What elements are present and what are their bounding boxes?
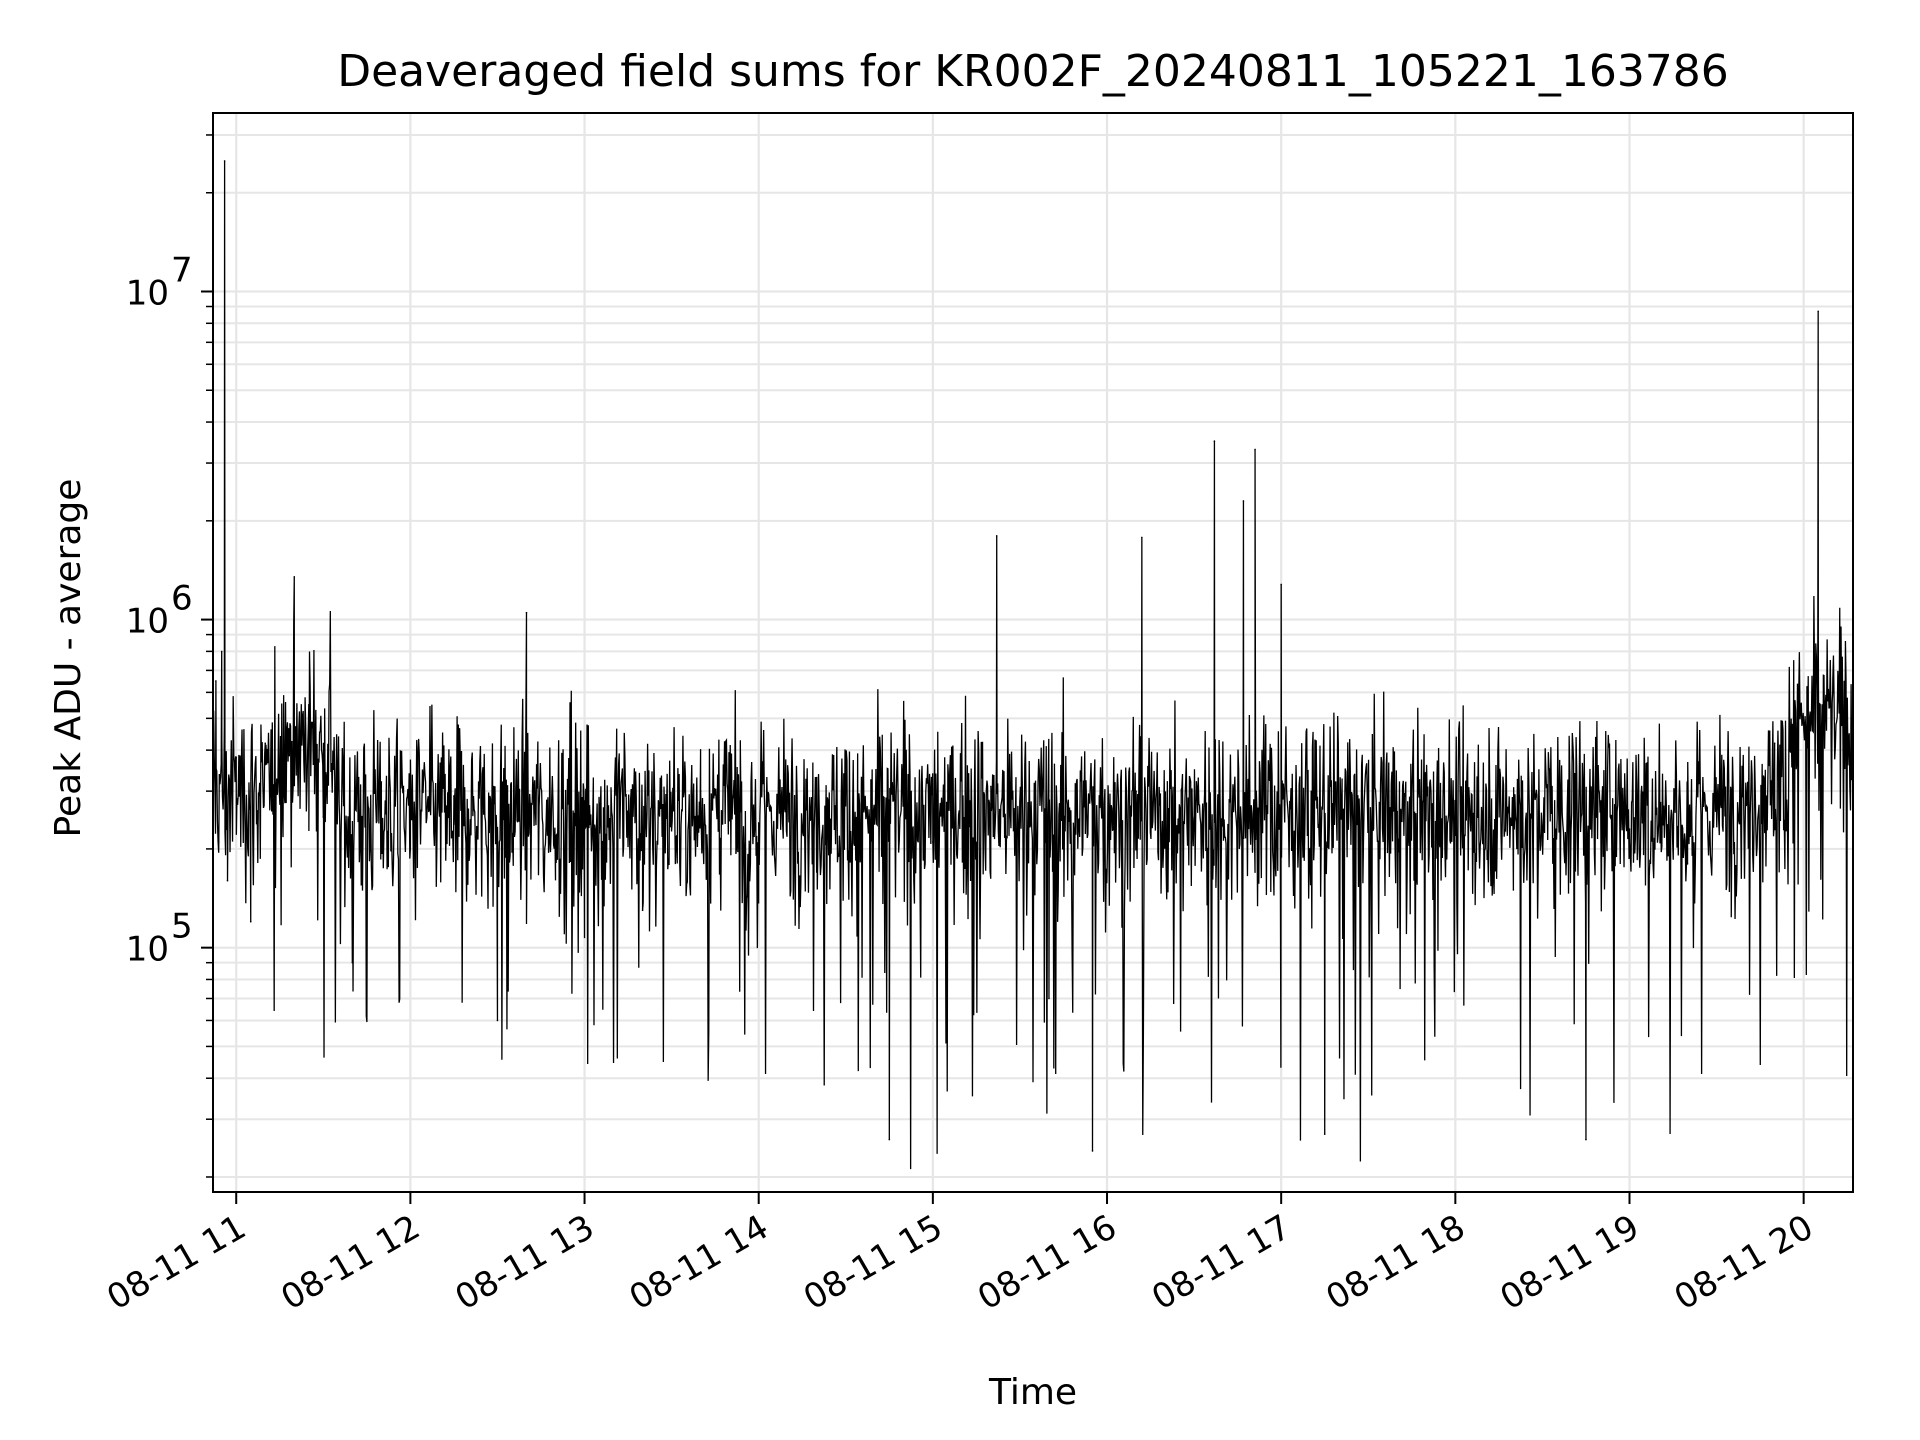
y-tick-exponent: 6 (171, 579, 193, 619)
data-point (641, 909, 644, 912)
data-point (215, 680, 217, 682)
data-point (264, 742, 267, 744)
y-tick-label: 10 (126, 602, 169, 642)
data-point (1585, 1138, 1587, 1141)
y-tick-exponent: 5 (171, 907, 193, 947)
data-point (1323, 1133, 1326, 1136)
data-point (1396, 810, 1399, 813)
data-point (1512, 889, 1515, 891)
data-point (990, 785, 992, 788)
data-point (220, 650, 223, 653)
data-point (453, 795, 455, 797)
data-point (554, 834, 557, 837)
y-axis-title: Peak ADU - average (48, 479, 89, 838)
data-point (1242, 500, 1245, 502)
data-point (1831, 691, 1834, 694)
data-point (409, 848, 412, 850)
data-point (307, 703, 310, 706)
series-layer (212, 160, 1854, 1170)
data-point (1773, 742, 1776, 744)
data-point (1628, 828, 1631, 830)
data-point (1454, 834, 1457, 837)
data-point (278, 800, 281, 802)
data-point (226, 879, 229, 882)
data-point (223, 160, 226, 162)
data-point (496, 1019, 499, 1022)
chart-title: Deaveraged field sums for KR002F_2024081… (337, 46, 1729, 97)
data-point (699, 790, 702, 792)
data-point (293, 576, 296, 578)
series-line (212, 160, 1854, 1170)
y-tick-label: 10 (126, 930, 169, 970)
data-point (1730, 790, 1732, 792)
data-point (1091, 1150, 1094, 1152)
data-point (1686, 863, 1689, 865)
data-point (757, 822, 760, 824)
data-point (932, 841, 934, 843)
data-point (351, 961, 354, 964)
data-point (1254, 448, 1256, 451)
data-point (815, 776, 818, 779)
data-point (1135, 790, 1137, 792)
x-axis-title: Time (988, 1372, 1077, 1413)
data-point (995, 535, 998, 537)
y-tick-exponent: 7 (171, 250, 193, 290)
data-point (1048, 997, 1050, 1000)
data-point (1213, 440, 1216, 442)
data-point (380, 781, 383, 783)
data-point (235, 756, 238, 759)
data-point (1193, 816, 1195, 818)
data-point (583, 800, 586, 802)
data-point (218, 841, 220, 843)
data-point (888, 1138, 891, 1141)
data-point (1802, 723, 1805, 725)
data-point (1141, 536, 1143, 539)
data-point (1817, 310, 1819, 313)
data-point (249, 920, 252, 923)
plot-area-frame (212, 112, 1854, 1193)
data-point (525, 611, 528, 614)
data-point (322, 816, 325, 818)
data-point (1280, 583, 1282, 586)
y-tick-label: 10 (126, 273, 169, 313)
